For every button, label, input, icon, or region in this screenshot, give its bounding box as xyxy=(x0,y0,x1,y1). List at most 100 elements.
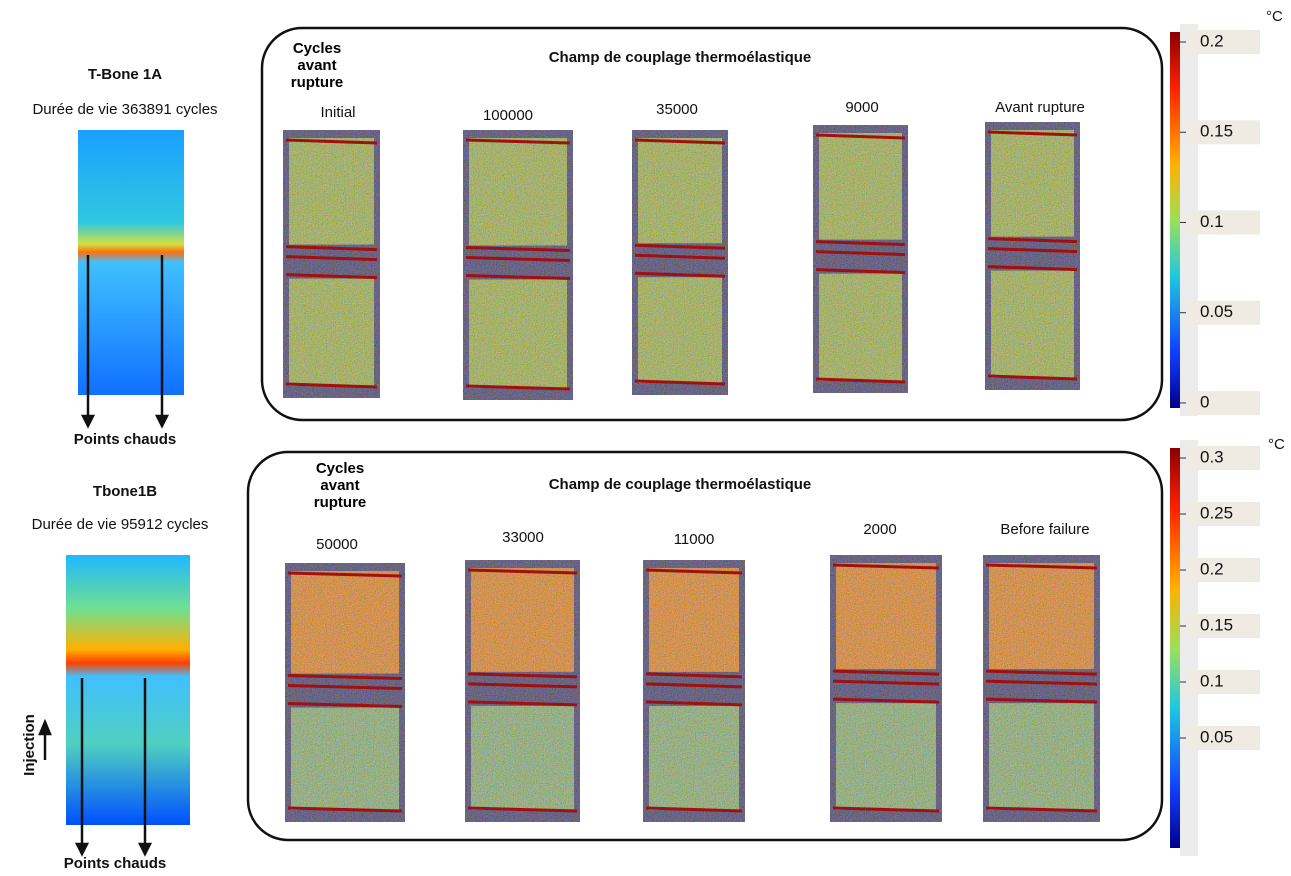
stripe xyxy=(634,243,726,250)
colorbar-tick: 0.1 xyxy=(1200,212,1224,231)
specimen-name: Tbone1B xyxy=(93,483,157,500)
noise xyxy=(465,560,580,822)
stripe xyxy=(287,702,403,709)
stripe xyxy=(985,563,1098,570)
cycles-header: Cycles avant rupture xyxy=(290,40,344,90)
colorbar-tick: 0.15 xyxy=(1200,122,1233,141)
stripe xyxy=(467,682,578,689)
field-title: Champ de couplage thermoélastique xyxy=(549,49,812,66)
noise xyxy=(463,130,573,400)
stripe xyxy=(465,384,571,391)
tick-box xyxy=(1185,300,1260,325)
frame-label: 33000 xyxy=(502,529,544,546)
stripe xyxy=(987,247,1078,254)
frame-label: Before failure xyxy=(1000,521,1089,538)
stripe xyxy=(815,133,906,140)
life: Durée de vie 95912 cycles xyxy=(32,516,209,533)
hotspots: Points chauds xyxy=(64,855,167,872)
stripe xyxy=(465,246,571,252)
field-title: Champ de couplage thermoélastique xyxy=(549,476,812,493)
stripe xyxy=(985,806,1098,813)
tick-box xyxy=(1185,670,1260,694)
colorbar-tick: 0.2 xyxy=(1200,31,1224,50)
panel-frame xyxy=(246,450,1164,842)
colorbar-tick: 0.1 xyxy=(1200,671,1224,690)
noise xyxy=(283,130,380,398)
tick-box xyxy=(1185,446,1260,470)
stripe xyxy=(832,679,940,686)
stripe xyxy=(285,138,378,145)
frame-label: Avant rupture xyxy=(995,99,1085,116)
stripe xyxy=(634,138,726,145)
stripe xyxy=(645,568,743,575)
stripe xyxy=(467,672,578,679)
stripe xyxy=(287,806,403,813)
stripe xyxy=(465,274,571,280)
tick-box xyxy=(1185,502,1260,526)
frame-label: 35000 xyxy=(656,101,698,118)
stripe xyxy=(832,669,940,676)
colorbar-tick: 0.3 xyxy=(1200,447,1224,466)
stripe xyxy=(815,268,906,275)
stripe xyxy=(832,697,940,704)
stripe xyxy=(465,138,571,145)
frame-label: 100000 xyxy=(483,107,533,124)
tick-box xyxy=(1185,726,1260,750)
stripe xyxy=(815,250,906,257)
noise xyxy=(643,560,745,822)
stripe xyxy=(285,255,378,262)
stripe xyxy=(832,563,940,570)
noise xyxy=(285,563,405,822)
frame-label: 9000 xyxy=(845,99,878,116)
colorbar-strip xyxy=(1180,440,1198,856)
stripe xyxy=(985,669,1098,676)
colorbar xyxy=(1170,32,1180,408)
stripe xyxy=(645,700,743,707)
stripe xyxy=(285,245,378,252)
noise xyxy=(632,130,728,395)
stripe xyxy=(467,700,578,707)
colorbar-tick: 0.05 xyxy=(1200,302,1233,321)
injection: Injection xyxy=(21,714,38,776)
noise xyxy=(813,125,908,393)
colorbar-tick: 0.15 xyxy=(1200,615,1233,634)
stripe xyxy=(287,684,403,691)
noise xyxy=(983,555,1100,822)
tick-box xyxy=(1185,120,1260,145)
stripe xyxy=(285,382,378,389)
stripe xyxy=(985,679,1098,686)
arrows xyxy=(38,255,170,857)
stripe xyxy=(815,240,906,247)
frame-label: 11000 xyxy=(674,531,715,548)
stripe xyxy=(645,682,743,689)
colorbar-tick: 0.05 xyxy=(1200,727,1233,746)
stripe xyxy=(287,571,403,578)
stripe xyxy=(467,568,578,575)
colorbar-tick: 0.2 xyxy=(1200,559,1224,578)
colorbar xyxy=(1170,448,1180,848)
panel-frame xyxy=(260,26,1164,422)
tick-box xyxy=(1185,614,1260,638)
tick-box xyxy=(1185,210,1260,235)
tick-box xyxy=(1185,30,1260,54)
stripe xyxy=(832,806,940,813)
stripe xyxy=(467,806,578,813)
stripe xyxy=(815,377,906,384)
stripe xyxy=(985,697,1098,704)
hotspots: Points chauds xyxy=(74,431,177,448)
stripe xyxy=(287,674,403,681)
colorbar-unit: °C xyxy=(1266,8,1283,25)
stripe xyxy=(634,253,726,260)
stripe xyxy=(987,265,1078,272)
stripe xyxy=(645,672,743,679)
stripe xyxy=(645,806,743,813)
noise xyxy=(985,122,1080,390)
stripe xyxy=(987,237,1078,244)
stripe xyxy=(987,374,1078,381)
stripe xyxy=(634,271,726,278)
colorbar-tick: 0.25 xyxy=(1200,503,1233,522)
specimen-image xyxy=(66,555,190,825)
colorbar-tick: 0 xyxy=(1200,392,1209,411)
noise xyxy=(830,555,942,822)
stripe xyxy=(465,256,571,262)
